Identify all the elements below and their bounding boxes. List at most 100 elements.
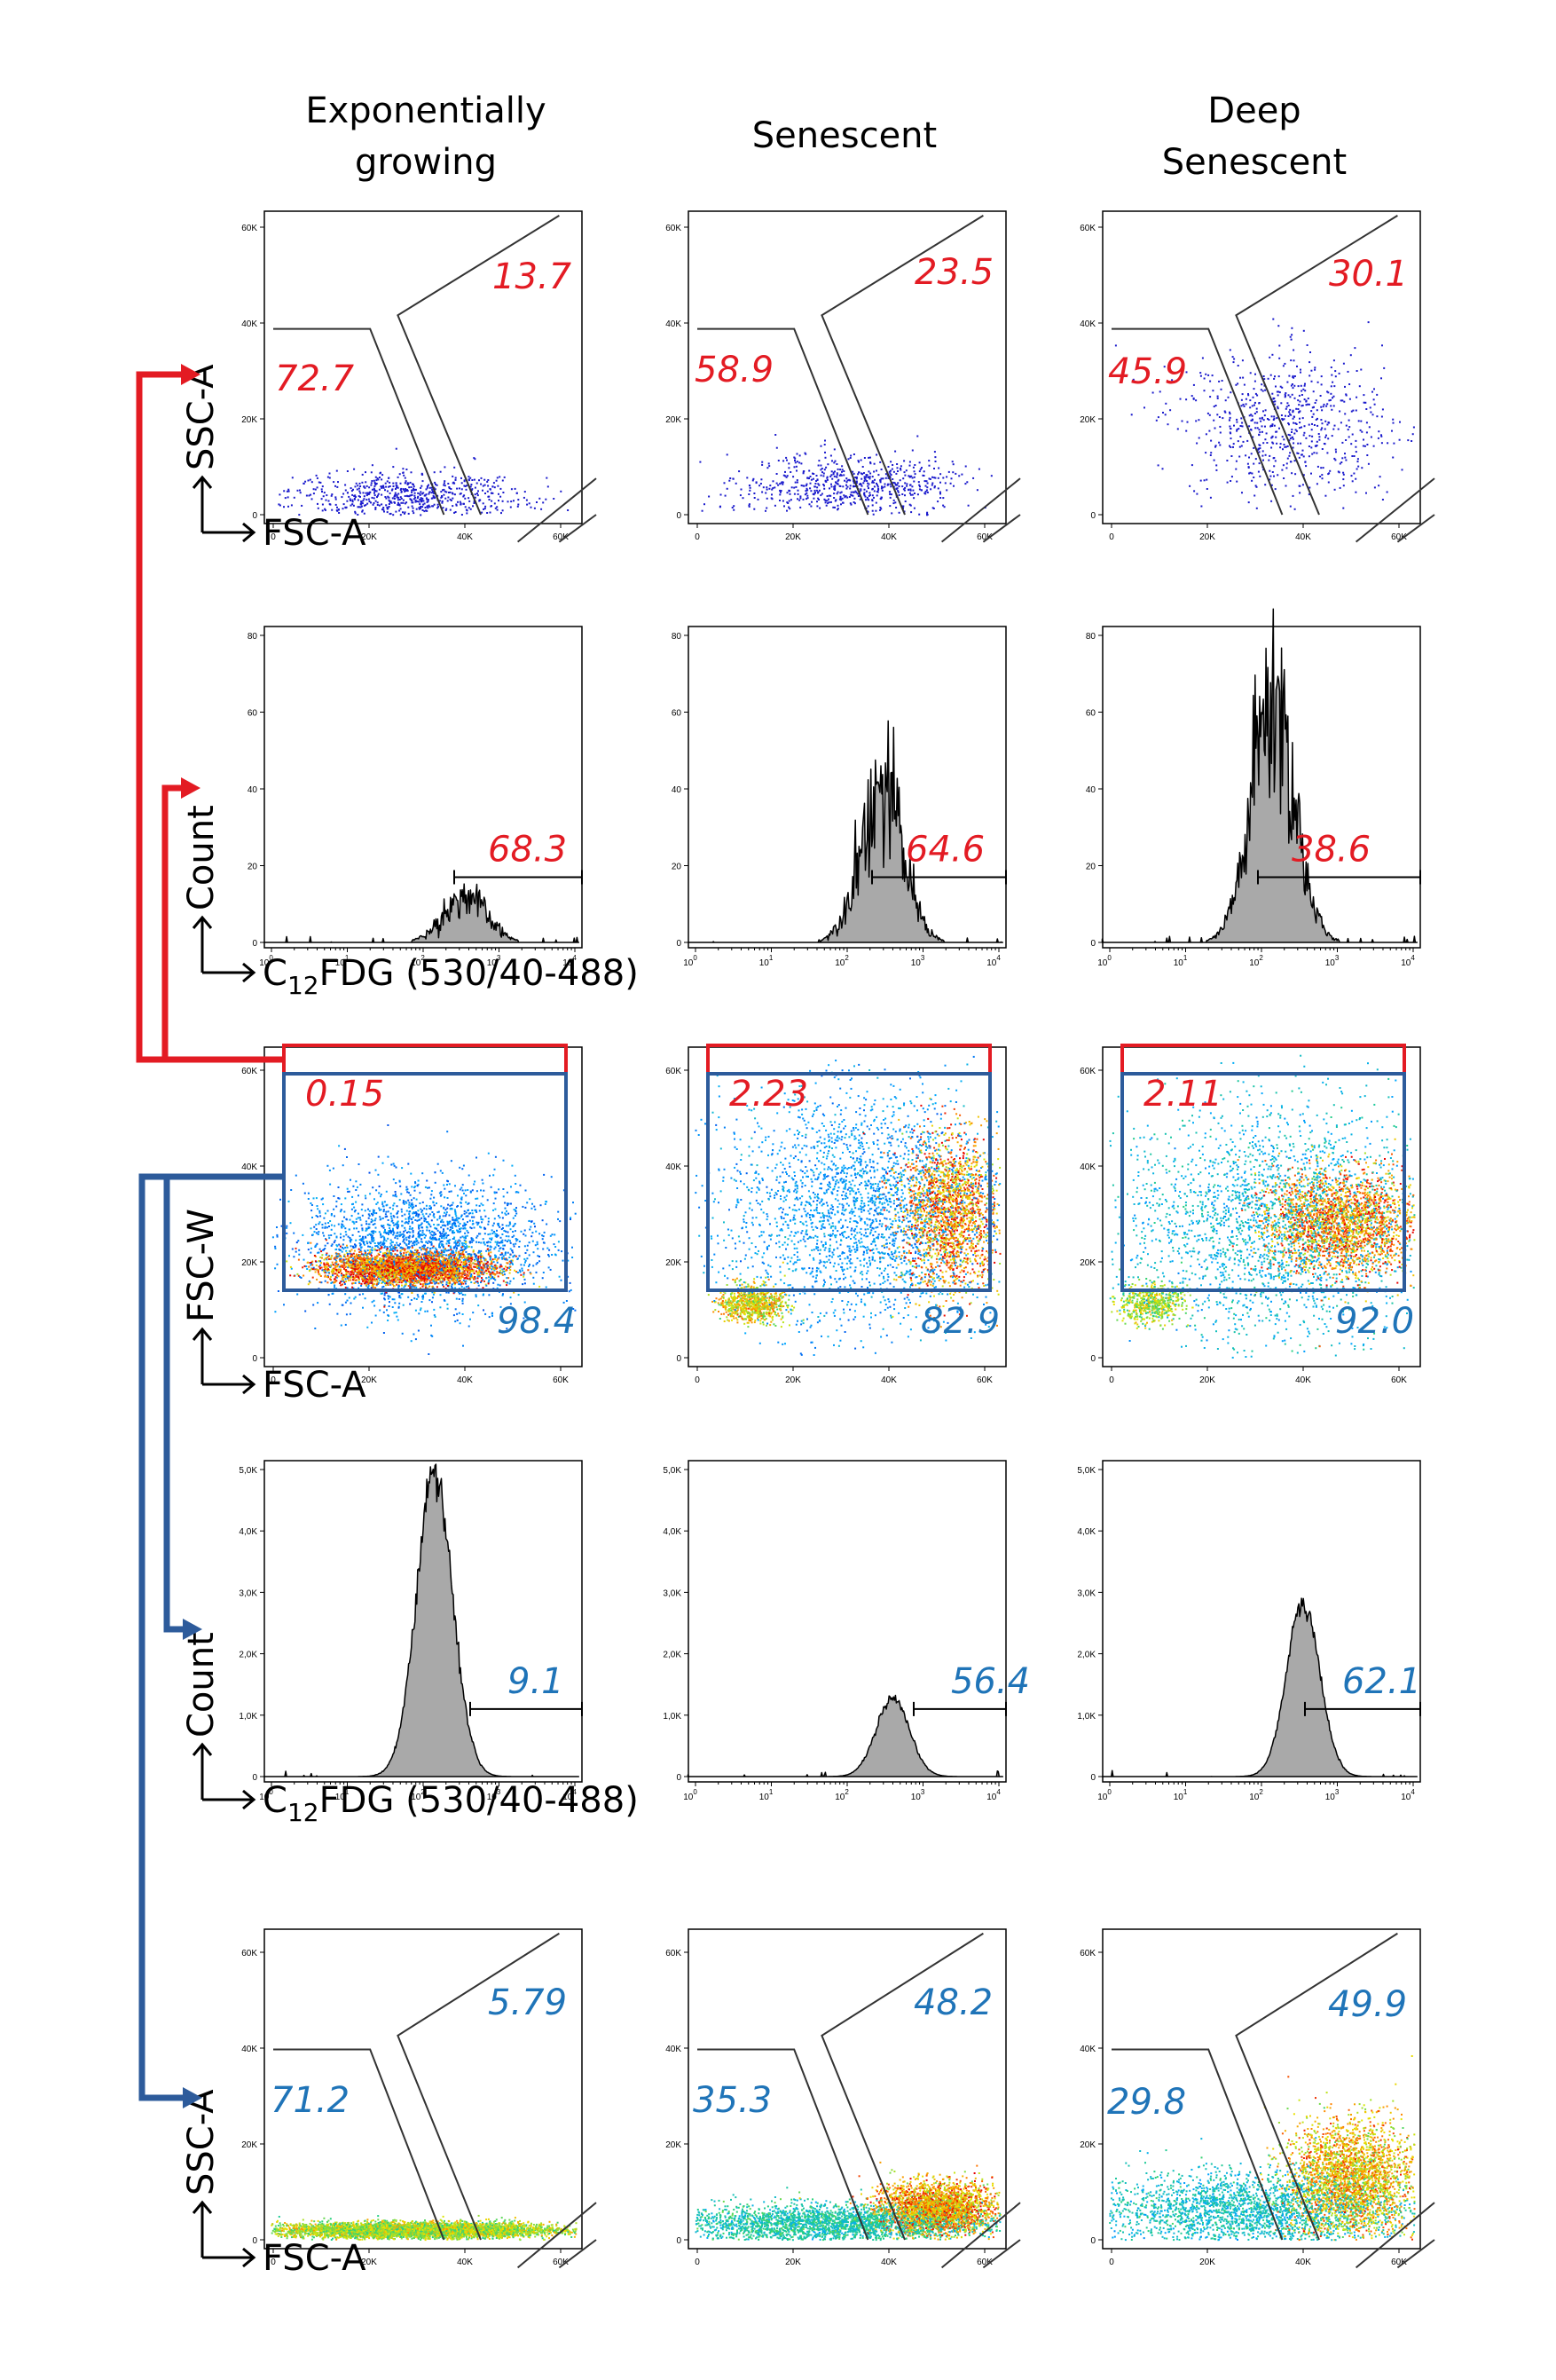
data-point — [396, 482, 397, 484]
data-point — [400, 483, 402, 485]
data-point — [836, 477, 837, 478]
data-point — [827, 495, 829, 497]
data-point — [441, 502, 443, 504]
data-point — [868, 477, 869, 478]
data-point — [317, 477, 318, 479]
data-point — [885, 477, 887, 479]
data-point — [810, 490, 812, 492]
data-point — [825, 457, 827, 459]
data-point — [372, 489, 373, 491]
data-point — [818, 460, 820, 461]
data-point — [803, 485, 805, 487]
data-point — [322, 485, 324, 487]
data-point — [406, 495, 408, 497]
data-point — [872, 510, 874, 512]
data-point — [830, 501, 832, 503]
data-point — [452, 476, 453, 477]
data-point — [460, 501, 461, 503]
data-point — [428, 493, 429, 495]
data-point — [904, 475, 906, 477]
data-point — [376, 490, 378, 492]
data-point — [422, 509, 424, 511]
data-point — [311, 498, 313, 500]
data-point — [389, 503, 390, 505]
data-point — [502, 492, 504, 493]
data-point — [366, 485, 368, 487]
data-point — [311, 481, 313, 483]
data-point — [517, 506, 519, 508]
data-point — [385, 486, 387, 488]
data-point — [780, 492, 782, 493]
data-point — [413, 485, 415, 487]
data-point — [524, 491, 526, 493]
data-point — [502, 500, 504, 502]
data-point — [913, 481, 915, 483]
data-point — [831, 485, 833, 487]
data-point — [425, 509, 427, 511]
data-point — [344, 485, 346, 486]
data-point — [841, 465, 843, 467]
data-point — [287, 489, 289, 491]
data-point — [938, 468, 939, 469]
data-point — [452, 505, 453, 507]
data-point — [413, 488, 414, 490]
data-point — [405, 495, 406, 497]
data-point — [420, 491, 421, 493]
data-point — [876, 454, 877, 456]
data-point — [874, 485, 876, 487]
data-point — [365, 471, 366, 473]
data-point — [831, 470, 833, 472]
data-point — [510, 500, 512, 502]
data-point — [462, 496, 464, 498]
data-point — [317, 486, 318, 488]
data-point — [358, 495, 360, 497]
data-point — [411, 492, 413, 493]
data-point — [926, 480, 928, 482]
data-point — [837, 493, 838, 494]
data-point — [546, 477, 547, 479]
data-point — [475, 493, 476, 495]
data-point — [413, 512, 414, 514]
data-point — [918, 514, 920, 516]
data-point — [931, 485, 933, 486]
data-point — [861, 478, 862, 480]
data-point — [937, 500, 939, 502]
data-point — [810, 483, 812, 485]
data-point — [432, 505, 434, 507]
data-point — [335, 499, 337, 500]
y-tick-label: 60K — [241, 224, 257, 233]
data-point — [399, 473, 401, 475]
data-point — [415, 500, 417, 501]
data-point — [909, 485, 911, 486]
data-point — [351, 500, 353, 501]
data-point — [778, 460, 780, 461]
data-point — [899, 512, 900, 514]
data-point — [381, 478, 382, 480]
data-point — [362, 474, 364, 476]
data-point — [419, 501, 420, 503]
data-point — [384, 489, 386, 491]
data-point — [953, 463, 955, 465]
data-point — [411, 486, 413, 488]
data-point — [873, 497, 875, 499]
data-point — [403, 500, 405, 501]
data-point — [334, 485, 336, 487]
data-point — [797, 498, 798, 500]
data-point — [779, 493, 781, 495]
data-point — [719, 506, 721, 508]
data-point — [904, 471, 906, 473]
data-point — [424, 503, 426, 505]
data-point — [884, 484, 886, 485]
data-point — [394, 498, 396, 500]
data-point — [891, 474, 892, 476]
data-point — [865, 496, 867, 498]
data-point — [939, 473, 941, 475]
data-point — [432, 497, 434, 499]
data-point — [790, 471, 791, 473]
data-point — [790, 493, 791, 495]
data-point — [444, 480, 445, 482]
data-point — [761, 492, 763, 493]
data-point — [881, 469, 883, 470]
data-point — [935, 461, 937, 462]
data-point — [814, 483, 816, 485]
